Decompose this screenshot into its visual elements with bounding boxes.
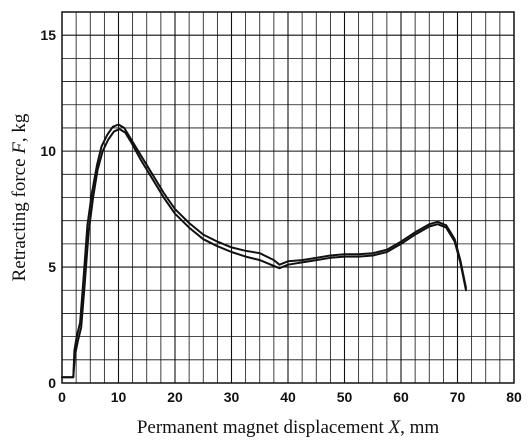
- y-tick-label: 15: [40, 27, 56, 43]
- y-tick-label: 0: [48, 375, 56, 391]
- y-axis-label-text: Retracting force: [9, 154, 30, 282]
- x-tick-label: 40: [280, 389, 296, 405]
- series-lines: [61, 123, 467, 379]
- series-line-1: [61, 123, 467, 379]
- y-axis-label-var: F: [9, 142, 30, 155]
- y-tick-label: 10: [40, 143, 56, 159]
- x-tick-label: 80: [506, 389, 522, 405]
- x-tick-label: 70: [450, 389, 466, 405]
- x-axis-label-unit: , mm: [400, 417, 439, 438]
- grid: [62, 12, 514, 383]
- x-tick-label: 50: [337, 389, 353, 405]
- series-line-2: [61, 128, 467, 379]
- x-axis-label: Permanent magnet displacement X, mm: [137, 417, 440, 438]
- x-tick-label: 20: [167, 389, 183, 405]
- y-tick-labels: 0 5 10 15: [40, 27, 56, 391]
- x-tick-label: 30: [224, 389, 240, 405]
- x-axis-label-text: Permanent magnet displacement: [137, 417, 389, 438]
- x-axis-label-var: X: [388, 417, 402, 438]
- x-tick-label: 60: [393, 389, 409, 405]
- y-axis-label: Retracting force F, kg: [9, 113, 30, 281]
- x-tick-labels: 0 10 20 30 40 50 60 70 80: [58, 389, 522, 405]
- y-axis-label-unit: , kg: [9, 113, 30, 142]
- x-tick-label: 0: [58, 389, 66, 405]
- plot-frame: [61, 11, 515, 384]
- x-tick-label: 10: [111, 389, 127, 405]
- y-tick-label: 5: [48, 259, 56, 275]
